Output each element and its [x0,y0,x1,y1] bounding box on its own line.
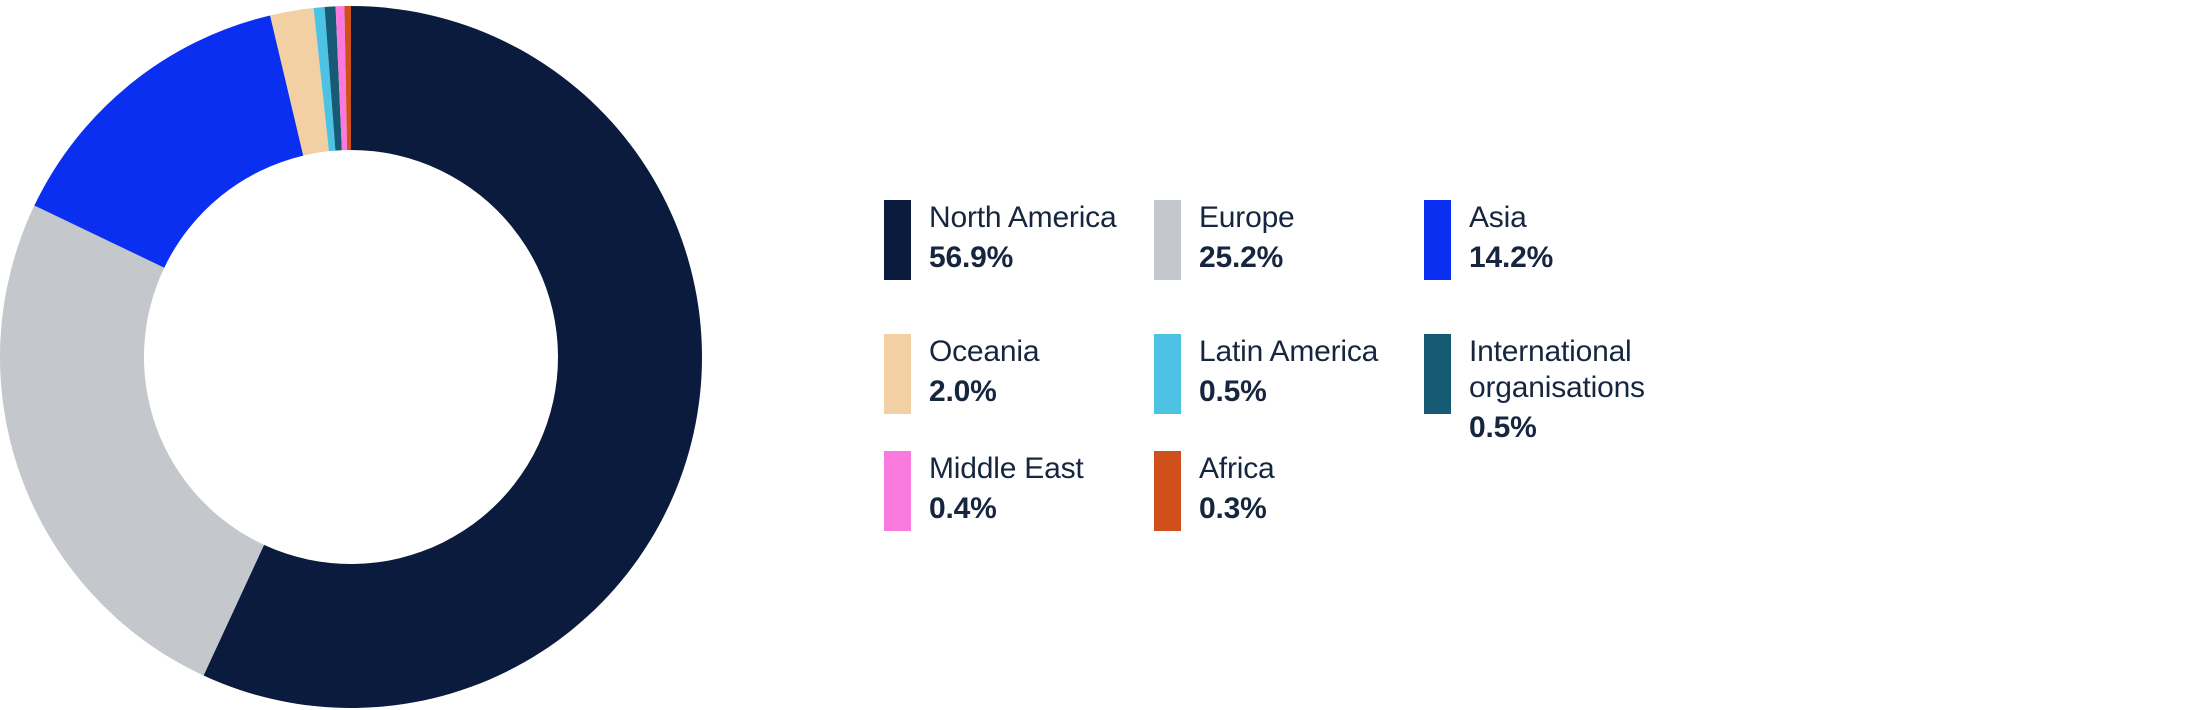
legend-swatch-europe [1154,200,1181,280]
legend-text: Oceania 2.0% [929,334,1040,411]
donut-slice-africa [344,5,351,151]
legend-item-middle-east: Middle East 0.4% [884,451,1154,531]
legend-swatch-international-organisations [1424,334,1451,414]
legend-value: 0.5% [1199,375,1267,408]
legend-text: Latin America 0.5% [1199,334,1378,411]
legend-label: Oceania [929,335,1040,368]
legend-text: Asia 14.2% [1469,200,1553,277]
donut-slice-asia [34,15,304,268]
legend-value: 0.4% [929,492,997,525]
donut-svg [0,5,702,708]
legend-row: Oceania 2.0% Latin America 0.5% Internationa… [884,334,1694,447]
legend-value: 56.9% [929,241,1014,274]
legend-item-africa: Africa 0.3% [1154,451,1424,531]
legend-item-oceania: Oceania 2.0% [884,334,1154,447]
legend-text: Middle East 0.4% [929,451,1084,528]
legend-item-asia: Asia 14.2% [1424,200,1694,280]
legend-value: 0.5% [1469,411,1537,444]
legend-label: Middle East [929,452,1084,485]
legend-label: North America [929,201,1117,234]
legend-swatch-asia [1424,200,1451,280]
legend-label: Europe [1199,201,1295,234]
legend-swatch-oceania [884,334,911,414]
legend-item-europe: Europe 25.2% [1154,200,1424,280]
donut-chart [0,5,702,708]
legend-item-north-america: North America 56.9% [884,200,1154,280]
legend-value: 14.2% [1469,241,1554,274]
legend-swatch-latin-america [1154,334,1181,414]
donut-slice-latin-america [313,7,336,152]
donut-slice-europe [0,205,265,676]
donut-slice-oceania [270,8,329,156]
legend-row: North America 56.9% Europe 25.2% Asia 14.2% [884,200,1694,280]
donut-slice-middle-east [335,6,348,151]
legend-text: Europe 25.2% [1199,200,1295,277]
legend-swatch-north-america [884,200,911,280]
legend-label: Latin America [1199,335,1379,368]
legend-label: Africa [1199,452,1275,485]
donut-slice-north-america [203,6,702,708]
legend-text: North America 56.9% [929,200,1117,277]
legend-swatch-middle-east [884,451,911,531]
legend-value: 0.3% [1199,492,1267,525]
legend-value: 2.0% [929,375,997,408]
legend-item-latin-america: Latin America 0.5% [1154,334,1424,447]
legend-value: 25.2% [1199,241,1284,274]
legend-row: Middle East 0.4% Africa 0.3% [884,451,1694,531]
legend-text: Africa 0.3% [1199,451,1275,528]
donut-slice-international-organisations [324,6,342,151]
legend-text: International organisations 0.5% [1469,334,1694,447]
legend-label: Asia [1469,201,1527,234]
legend-label: International organisations [1469,335,1645,404]
chart-legend: North America 56.9% Europe 25.2% Asia 14.2% Oc… [884,200,1694,531]
legend-swatch-africa [1154,451,1181,531]
legend-item-international-organisations: International organisations 0.5% [1424,334,1694,447]
